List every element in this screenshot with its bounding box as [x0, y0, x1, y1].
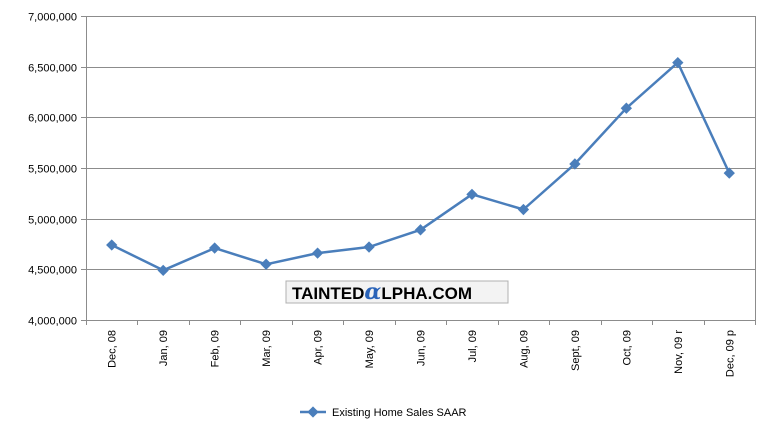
data-point-marker [311, 247, 324, 259]
x-tick-label: Mar, 09 [261, 330, 273, 367]
x-tick-label: Aug, 09 [518, 330, 530, 368]
data-point-marker [723, 167, 735, 179]
y-gridlines [86, 16, 755, 321]
x-tick-label: Jul, 09 [467, 330, 479, 362]
data-point-marker [363, 241, 375, 253]
x-tick-label: Dec, 09 p [724, 330, 736, 377]
x-tick-label: Feb, 09 [210, 330, 222, 367]
data-point-marker [260, 258, 272, 270]
x-tick-label: Jan, 09 [158, 330, 170, 366]
y-tick-label: 6,000,000 [28, 113, 77, 125]
data-point-marker [106, 239, 118, 251]
watermark-background [285, 280, 509, 304]
data-point-marker [517, 203, 530, 216]
y-tick-label: 4,500,000 [28, 265, 77, 277]
series-line [111, 61, 731, 272]
watermark-text: TAINTEDαLPHA.COM [292, 279, 472, 305]
y-tick-label: 4,000,000 [28, 316, 77, 328]
axes [81, 16, 756, 325]
data-point-marker [414, 224, 427, 236]
y-tick-label: 6,500,000 [28, 63, 77, 75]
y-tick-labels: 4,000,000 4,500,000 5,000,000 5,500,000 6,00… [28, 12, 77, 328]
x-tick-label: Apr, 09 [313, 330, 325, 365]
x-tick-label: Nov, 09 r [673, 330, 685, 374]
data-point-marker [157, 264, 169, 277]
x-tick-labels: Dec, 08 Jan, 09 Feb, 09 Mar, 09 Apr, 09 May, … [107, 330, 737, 377]
x-tick-label: Dec, 08 [107, 330, 119, 368]
x-tick-label: Sept, 09 [570, 330, 582, 371]
y-tick-label: 7,000,000 [28, 12, 77, 24]
y-tick-label: 5,000,000 [28, 215, 77, 227]
legend-label: Existing Home Sales SAAR [332, 407, 467, 419]
y-tick-label: 5,500,000 [28, 164, 77, 176]
data-point-marker [466, 188, 478, 201]
legend: Existing Home Sales SAAR [300, 406, 467, 419]
x-tick-label: Jun, 09 [416, 330, 428, 366]
x-tick-label: May, 09 [364, 330, 376, 368]
x-tick-label: Oct, 09 [621, 330, 633, 365]
data-point-marker [208, 242, 221, 254]
series-group [106, 56, 735, 277]
legend-marker-swatch [307, 406, 319, 418]
data-point-marker [569, 158, 581, 170]
watermark-logo: TAINTEDαLPHA.COM [285, 279, 509, 305]
